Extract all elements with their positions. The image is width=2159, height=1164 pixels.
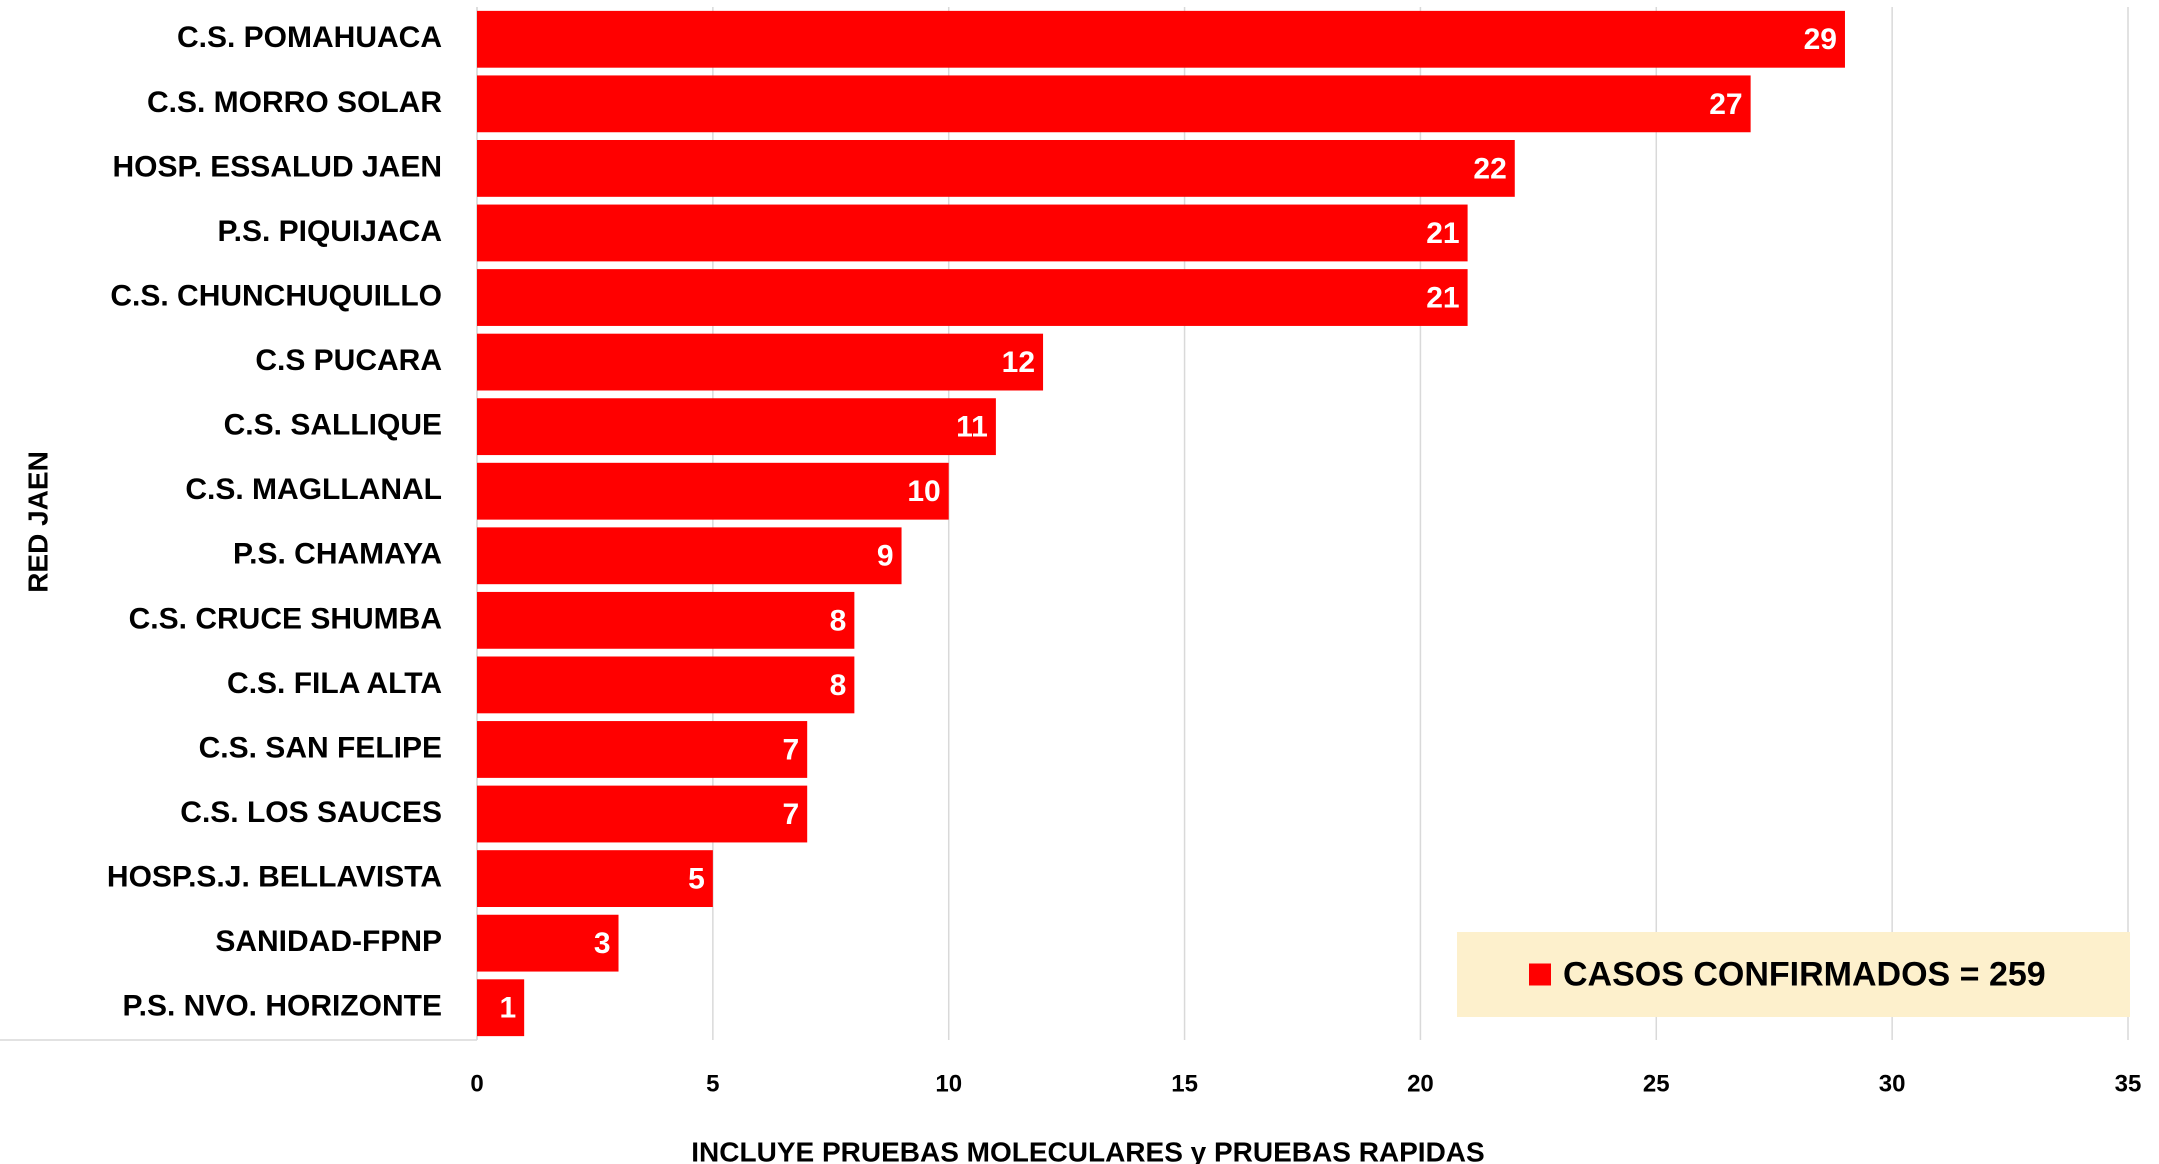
- x-tick-label: 25: [1643, 1070, 1670, 1097]
- bar: [477, 850, 713, 908]
- value-label: 27: [1709, 88, 1742, 121]
- y-tick-label: P.S. CHAMAYA: [233, 538, 442, 571]
- value-label: 7: [783, 733, 800, 766]
- bar: [477, 914, 619, 972]
- y-tick-label: C.S. SAN FELIPE: [199, 731, 442, 764]
- y-tick-label: SANIDAD-FPNP: [215, 925, 442, 958]
- value-label: 9: [877, 540, 894, 573]
- x-tick-label: 5: [706, 1070, 719, 1097]
- value-label: 29: [1804, 23, 1837, 56]
- value-label: 8: [830, 669, 847, 702]
- value-label: 3: [594, 927, 611, 960]
- value-label: 7: [783, 798, 800, 831]
- value-label: 10: [907, 475, 940, 508]
- y-tick-label: C.S. MORRO SOLAR: [147, 86, 442, 119]
- bar: [477, 462, 949, 520]
- x-tick-label: 15: [1171, 1070, 1198, 1097]
- y-axis-label: RED JAEN: [22, 451, 53, 593]
- bar: [477, 979, 525, 1037]
- y-tick-label: P.S. PIQUIJACA: [217, 215, 442, 248]
- bar: [477, 333, 1044, 391]
- value-label: 1: [499, 992, 516, 1025]
- y-tick-label: C.S. CRUCE SHUMBA: [129, 602, 442, 635]
- y-tick-label: C.S. POMAHUACA: [177, 21, 442, 54]
- legend-box: [1457, 932, 2130, 1017]
- y-tick-label: C.S PUCARA: [255, 344, 442, 377]
- x-tick-label: 20: [1407, 1070, 1434, 1097]
- bar: [477, 721, 808, 778]
- bar: [477, 785, 808, 843]
- value-label: 22: [1473, 152, 1506, 185]
- x-tick-label: 10: [935, 1070, 962, 1097]
- bar: [477, 75, 1751, 133]
- value-label: 5: [688, 863, 705, 896]
- bar: [477, 656, 855, 714]
- value-label: 21: [1426, 281, 1459, 314]
- y-tick-label: HOSP. ESSALUD JAEN: [112, 150, 442, 183]
- value-label: 11: [956, 411, 988, 444]
- y-tick-label: C.S. MAGLLANAL: [185, 473, 442, 506]
- x-tick-label: 30: [1879, 1070, 1906, 1097]
- x-axis-label: INCLUYE PRUEBAS MOLECULARES y PRUEBAS RA…: [691, 1136, 1484, 1164]
- bar: [477, 591, 855, 649]
- value-label: 12: [1002, 346, 1035, 379]
- value-label: 21: [1426, 217, 1459, 250]
- bar: [477, 204, 1468, 262]
- y-tick-label: C.S. LOS SAUCES: [180, 796, 442, 829]
- bar: [477, 269, 1468, 326]
- value-label: 8: [830, 604, 847, 637]
- x-tick-label: 0: [470, 1070, 483, 1097]
- y-tick-label: C.S. SALLIQUE: [224, 409, 442, 442]
- y-tick-label: C.S. CHUNCHUQUILLO: [110, 279, 442, 312]
- bar: [477, 139, 1515, 197]
- legend-label: CASOS CONFIRMADOS = 259: [1563, 955, 2046, 993]
- y-tick-label: HOSP.S.J. BELLAVISTA: [107, 861, 442, 894]
- bar: [477, 10, 1845, 68]
- bar: [477, 527, 902, 585]
- legend-swatch: [1529, 963, 1551, 986]
- x-tick-label: 35: [2115, 1070, 2142, 1097]
- bar: [477, 398, 996, 456]
- y-tick-label: C.S. FILA ALTA: [227, 667, 442, 700]
- y-tick-label: P.S. NVO. HORIZONTE: [123, 990, 443, 1023]
